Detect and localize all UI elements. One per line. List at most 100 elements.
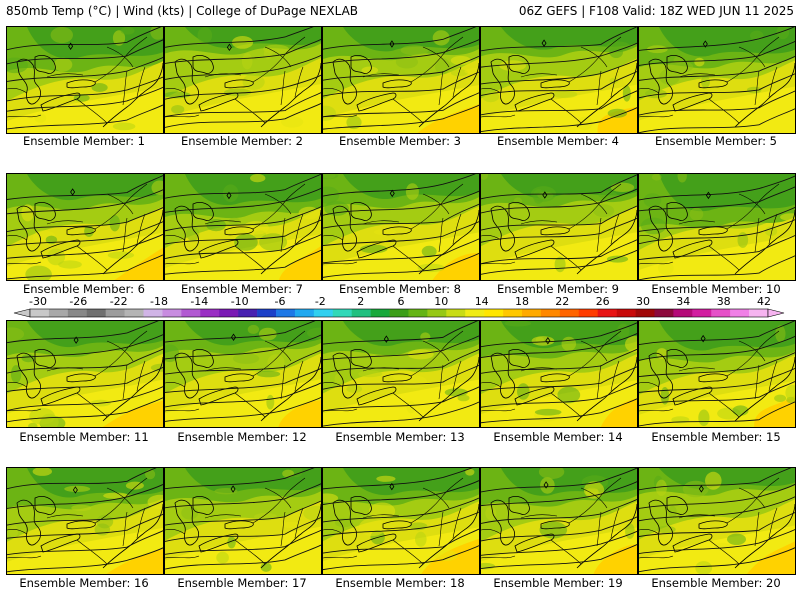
ensemble-member-map bbox=[6, 320, 164, 428]
border-line bbox=[165, 234, 186, 241]
contour-line bbox=[639, 381, 795, 406]
cool-temperature-region bbox=[27, 468, 163, 498]
ensemble-member-caption: Ensemble Member: 11 bbox=[19, 430, 149, 444]
temperature-blotch bbox=[607, 108, 628, 118]
border-line bbox=[410, 477, 464, 524]
contour-line bbox=[639, 55, 795, 81]
coastline bbox=[418, 503, 479, 569]
border-line bbox=[639, 87, 660, 94]
colorbar-swatch bbox=[294, 309, 315, 317]
coastline bbox=[260, 209, 321, 275]
colorbar-swatch bbox=[540, 309, 561, 317]
temperature-blotch bbox=[112, 30, 126, 46]
location-marker bbox=[542, 191, 548, 199]
border-line bbox=[438, 364, 444, 400]
border-line bbox=[610, 507, 620, 539]
temperature-blotch bbox=[40, 413, 59, 427]
location-marker bbox=[73, 336, 79, 344]
lake-outline bbox=[666, 496, 688, 515]
lake-outline bbox=[192, 202, 214, 221]
border-line bbox=[280, 70, 286, 106]
temperature-blotch bbox=[421, 245, 437, 258]
temperature-blotch bbox=[359, 518, 386, 537]
temperature-blotch bbox=[513, 197, 523, 206]
colorbar-swatch bbox=[162, 309, 182, 317]
contour-line bbox=[481, 205, 637, 231]
contour-line bbox=[639, 41, 795, 66]
temperature-blotch bbox=[659, 68, 680, 85]
temperature-blotch bbox=[227, 536, 236, 549]
border-line bbox=[708, 245, 740, 271]
cool-temperature-region bbox=[27, 174, 163, 201]
lake-outline bbox=[34, 202, 56, 221]
hot-temperature-region bbox=[106, 547, 163, 574]
coastline bbox=[260, 62, 321, 128]
border-line bbox=[7, 87, 28, 94]
temperature-blotch bbox=[281, 116, 304, 128]
temperature-field bbox=[323, 468, 479, 574]
contour-line bbox=[165, 321, 316, 343]
colorbar-swatch bbox=[143, 309, 163, 317]
lake-outline bbox=[16, 352, 41, 399]
colorbar-swatch bbox=[332, 309, 352, 317]
temperature-blotch bbox=[71, 504, 92, 512]
contour-line bbox=[165, 544, 321, 570]
temperature-blotch bbox=[655, 479, 667, 496]
contour-line bbox=[481, 382, 637, 408]
contour-line bbox=[323, 252, 479, 278]
temperature-blotch bbox=[400, 375, 428, 389]
border-line bbox=[7, 528, 28, 535]
border-line bbox=[639, 261, 674, 265]
temperature-blotch bbox=[400, 45, 429, 56]
temperature-blotch bbox=[360, 244, 388, 254]
temperature-field bbox=[481, 174, 637, 280]
temperature-blotch bbox=[737, 232, 749, 248]
contour-line bbox=[165, 174, 321, 199]
border-line bbox=[768, 66, 778, 98]
border-line bbox=[754, 217, 760, 253]
cool-temperature-region bbox=[27, 321, 163, 348]
contour-line bbox=[7, 334, 163, 360]
temperature-blotch bbox=[765, 226, 778, 237]
cool-temperature-region bbox=[343, 468, 479, 496]
border-line bbox=[580, 46, 608, 68]
lake-outline bbox=[174, 205, 199, 252]
lake-outline bbox=[672, 533, 713, 553]
border-line bbox=[708, 392, 740, 418]
border-line bbox=[362, 220, 400, 225]
ensemble-member-map bbox=[322, 173, 480, 281]
border-line bbox=[481, 555, 516, 559]
temperature-field bbox=[323, 174, 479, 280]
border-line bbox=[550, 392, 582, 418]
temperature-blotch bbox=[659, 534, 680, 547]
contour-line bbox=[323, 39, 479, 65]
temperature-blotch bbox=[774, 394, 787, 402]
temperature-blotch bbox=[606, 255, 629, 263]
border-line bbox=[94, 183, 148, 230]
ensemble-member-map bbox=[480, 467, 638, 575]
contour-line bbox=[323, 92, 479, 118]
lake-outline bbox=[540, 520, 570, 530]
lake-outline bbox=[508, 496, 530, 515]
lake-outline bbox=[66, 520, 96, 530]
temperature-blotch bbox=[186, 226, 200, 241]
lake-outline bbox=[198, 92, 239, 112]
temperature-blotch bbox=[656, 525, 676, 534]
border-line bbox=[768, 360, 778, 392]
border-line bbox=[76, 539, 108, 565]
ensemble-member-map bbox=[322, 467, 480, 575]
border-line bbox=[422, 46, 450, 68]
hot-temperature-region bbox=[597, 106, 637, 133]
ensemble-member-map bbox=[164, 320, 322, 428]
border-line bbox=[294, 507, 304, 539]
temperature-field bbox=[639, 468, 795, 574]
ensemble-member-map bbox=[6, 173, 164, 281]
contour-line bbox=[7, 175, 163, 200]
ensemble-member-caption: Ensemble Member: 14 bbox=[493, 430, 623, 444]
contour-line bbox=[7, 484, 163, 509]
temperature-blotch bbox=[609, 77, 619, 84]
contour-line bbox=[7, 530, 163, 556]
coastline bbox=[418, 209, 479, 275]
contour-line bbox=[165, 187, 321, 213]
temperature-blotch bbox=[713, 542, 731, 551]
